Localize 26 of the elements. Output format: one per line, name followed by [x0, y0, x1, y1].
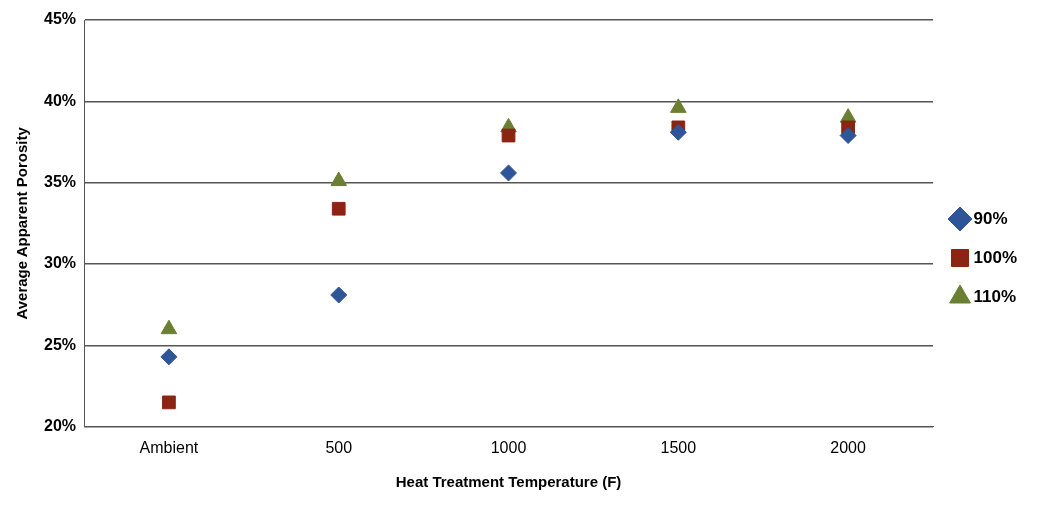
x-tick-label: 500 [325, 438, 353, 456]
point [330, 286, 348, 304]
legend-label: 90% [973, 208, 1008, 228]
x-axis-title: Heat Treatment Temperature (F) [395, 473, 622, 491]
point [839, 127, 857, 145]
y-axis-title: Average Apparent Porosity [13, 126, 31, 320]
y-tick-label: 40% [43, 91, 77, 109]
point [501, 128, 516, 143]
y-tick-label: 45% [43, 10, 77, 28]
point [330, 171, 348, 187]
y-tick-label: 30% [43, 254, 77, 272]
legend-label: 100% [973, 247, 1017, 267]
point [500, 164, 518, 182]
y-tick-label: 25% [43, 335, 77, 353]
x-tick-label: Ambient [139, 438, 199, 456]
legend-label: 110% [973, 286, 1017, 306]
point [160, 348, 178, 366]
y-tick-label: 20% [43, 417, 77, 435]
point [670, 98, 687, 113]
point [669, 123, 687, 141]
y-tick-label: 35% [43, 173, 77, 191]
x-tick-label: 1500 [660, 438, 697, 456]
x-tick-label: 1000 [490, 438, 527, 456]
point [162, 395, 176, 410]
point [331, 201, 346, 216]
x-tick-label: 2000 [830, 438, 867, 456]
